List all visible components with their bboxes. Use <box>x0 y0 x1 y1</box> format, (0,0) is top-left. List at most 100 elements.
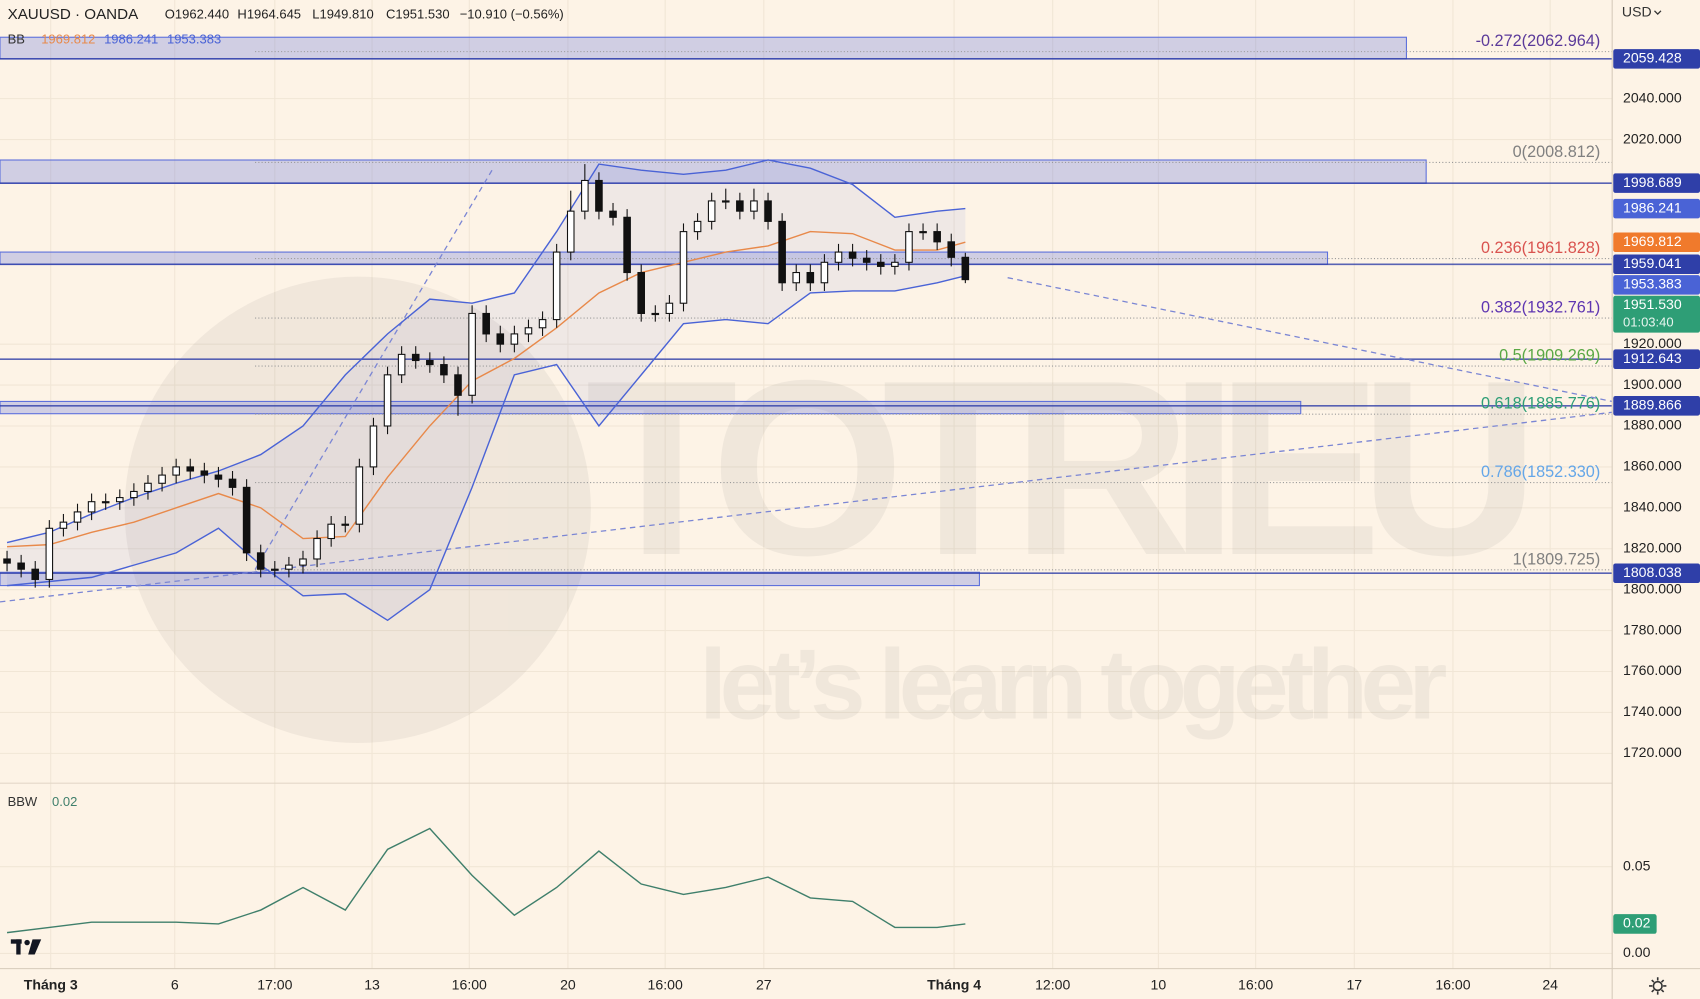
x-tick-label: 27 <box>756 977 772 993</box>
bb-legend-upper: 1986.241 <box>104 32 158 47</box>
fib-label: 0.5(1909.269) <box>1499 347 1600 365</box>
ohlc-change: −10.910 (−0.56%) <box>460 7 564 22</box>
candle-body <box>440 364 448 376</box>
x-tick-label: 12:00 <box>1035 977 1070 993</box>
price-pane: -0.272(2062.964) 0(2008.812) 0.236(1961.82… <box>0 32 1613 622</box>
currency-chevron[interactable] <box>1654 10 1662 16</box>
candle-body <box>411 353 420 362</box>
countdown: 01:03:40 <box>1623 314 1674 329</box>
candle-body <box>426 359 434 366</box>
fib-label: 0.618(1885.776) <box>1481 395 1600 413</box>
candle-body <box>778 220 786 284</box>
price-label: 1998.689 <box>1623 174 1682 190</box>
price-label-box <box>1613 49 1700 69</box>
fib-label: 0.236(1961.828) <box>1481 239 1600 257</box>
watermark-slogan: let’s learn together <box>699 629 1447 740</box>
candle-body <box>200 470 209 476</box>
logo-part <box>28 939 42 955</box>
y2-tick-label: 0.05 <box>1623 857 1651 873</box>
candle-body <box>581 179 589 212</box>
x-tick-label: 16:00 <box>648 977 683 993</box>
candle-body <box>31 568 40 580</box>
candle-body <box>961 256 970 281</box>
candle-body <box>496 333 505 345</box>
bb-legend-lower: 1953.383 <box>167 32 221 47</box>
ohlc-high: H1964.645 <box>237 7 301 22</box>
candle-body <box>242 486 251 554</box>
candle-body <box>144 482 152 493</box>
y2-tick-label: 0.00 <box>1623 944 1651 960</box>
x-tick-label: 6 <box>171 977 179 993</box>
price-label-box <box>1613 275 1700 295</box>
x-tick-label: 20 <box>560 977 576 993</box>
price-label-box <box>1613 349 1700 369</box>
x-tick-label: 17 <box>1346 977 1362 993</box>
fib-label: 1(1809.725) <box>1513 550 1601 568</box>
ohlc-low: L1949.810 <box>312 7 373 22</box>
settings-icon[interactable] <box>1649 977 1667 995</box>
candle-body <box>115 497 124 503</box>
candle-body <box>750 200 758 212</box>
candle-body <box>228 478 237 488</box>
y-tick-label: 1760.000 <box>1623 662 1682 678</box>
labels: XAUUSD · OANDA O1962.440 H1964.645 L1949… <box>8 4 1700 995</box>
candle-body <box>538 319 547 329</box>
bb-legend-middle: 1969.812 <box>41 32 95 47</box>
candle-body <box>87 501 96 513</box>
bbw-axis-label: 0.02 <box>1623 915 1651 931</box>
candle-body <box>876 261 885 267</box>
y-tick-label: 2040.000 <box>1623 89 1682 105</box>
x-tick-label: Tháng 3 <box>24 977 78 993</box>
price-label-box <box>1613 232 1700 252</box>
gear-teeth[interactable] <box>1649 977 1667 995</box>
bb-upper <box>6 159 966 544</box>
bbw-axis-label-box <box>1613 914 1657 934</box>
bb-middle <box>7 230 966 548</box>
trend-line <box>0 411 1613 603</box>
ohlc-close: C1951.530 <box>386 7 450 22</box>
candle-body <box>891 261 899 267</box>
candle-body <box>510 333 519 345</box>
y-tick-label: 1860.000 <box>1623 458 1682 474</box>
price-label: 1969.812 <box>1623 233 1682 249</box>
candle-body <box>848 251 857 259</box>
logo-part <box>16 939 21 955</box>
candle-body <box>271 568 279 571</box>
price-label: 1959.041 <box>1623 255 1682 271</box>
price-label: 1808.038 <box>1623 564 1682 580</box>
gear[interactable] <box>1652 980 1663 992</box>
trend-line <box>1007 277 1613 403</box>
candle-body <box>397 353 406 376</box>
candle-body <box>566 210 575 253</box>
price-label: 2059.428 <box>1623 50 1682 66</box>
fib-label: -0.272(2062.964) <box>1476 32 1601 50</box>
candle-body <box>214 474 223 480</box>
candle-body <box>101 501 110 504</box>
x-tick-label: 10 <box>1151 977 1167 993</box>
price-label: 1986.241 <box>1623 199 1682 215</box>
currency[interactable]: USD <box>1622 4 1652 20</box>
x-tick-label: Tháng 4 <box>927 977 981 993</box>
candle-body <box>299 558 307 566</box>
candle-body <box>947 241 956 258</box>
candle-body <box>806 271 815 284</box>
candle-body <box>383 374 392 427</box>
bbw-pane <box>6 827 966 934</box>
candle-body <box>172 466 180 476</box>
price-label-box <box>1613 396 1700 416</box>
candle-body <box>3 558 11 564</box>
candle-body <box>905 231 913 263</box>
fib-label: 0.382(1932.761) <box>1481 299 1600 317</box>
price-label-box <box>1613 198 1700 219</box>
candle-body <box>834 251 843 263</box>
candle-body <box>256 552 265 570</box>
candle-body <box>792 271 801 284</box>
candle-body <box>341 523 350 526</box>
y-tick-label: 1740.000 <box>1623 703 1682 719</box>
candle-body <box>45 527 54 580</box>
candle-body <box>707 200 716 222</box>
fib-label: 0.786(1852.330) <box>1481 463 1600 481</box>
y-tick-label: 1720.000 <box>1623 744 1682 760</box>
